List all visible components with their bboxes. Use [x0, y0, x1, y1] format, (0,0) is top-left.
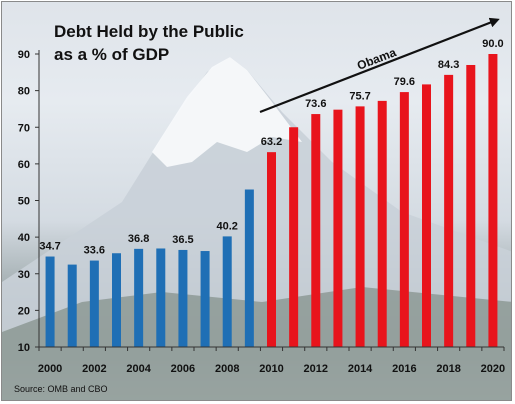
- bar-2019: [466, 64, 476, 348]
- bar-2008: [222, 236, 232, 347]
- bar-2006: [178, 249, 188, 347]
- data-label: 36.8: [128, 233, 149, 245]
- y-tick-label: 40: [18, 232, 30, 244]
- bar-2020: [488, 54, 498, 347]
- bar-2000: [45, 256, 55, 347]
- x-tick-label: 2008: [215, 363, 239, 375]
- y-tick-label: 10: [18, 342, 30, 354]
- y-tick-label: 80: [18, 86, 30, 98]
- source-note: Source: OMB and CBO: [14, 384, 108, 394]
- bar-2018: [444, 74, 454, 347]
- bar-2005: [156, 248, 166, 347]
- x-tick-label: 2016: [392, 363, 416, 375]
- y-tick-label: 70: [18, 122, 30, 134]
- x-tick-label: 2002: [82, 363, 106, 375]
- bar-2014: [355, 106, 365, 347]
- x-tick-label: 2020: [481, 363, 505, 375]
- data-labels: 34.7 33.6 36.8 36.5 40.2 63.2 73.6 75.7 79.6 84.3…: [39, 38, 503, 257]
- bar-2012: [311, 114, 321, 347]
- y-axis-ticks: 10 20 30 40 50 60 70 80 90: [18, 49, 39, 354]
- data-label: 36.5: [172, 234, 193, 246]
- bar-2011: [289, 127, 299, 347]
- bar-2004: [134, 248, 144, 347]
- data-label: 34.7: [39, 241, 60, 253]
- mountain-background: [2, 57, 511, 400]
- data-label: 90.0: [482, 38, 503, 50]
- y-tick-label: 90: [18, 49, 30, 61]
- bar-2015: [377, 100, 387, 347]
- data-label: 40.2: [217, 220, 238, 232]
- data-label: 79.6: [394, 76, 415, 88]
- bar-2009: [244, 189, 254, 347]
- bar-2001: [67, 264, 77, 347]
- data-label: 73.6: [305, 98, 326, 110]
- annotation-obama: Obama: [355, 45, 398, 73]
- y-tick-label: 50: [18, 196, 30, 208]
- bar-2016: [399, 92, 409, 347]
- x-tick-label: 2014: [348, 363, 373, 375]
- x-tick-label: 2010: [259, 363, 283, 375]
- x-tick-label: 2004: [126, 363, 151, 375]
- y-tick-label: 30: [18, 269, 30, 281]
- bar-2003: [112, 253, 121, 347]
- data-label: 63.2: [261, 136, 282, 148]
- y-tick-label: 20: [18, 305, 30, 317]
- bar-2010: [267, 152, 276, 347]
- bar-2017: [422, 84, 431, 348]
- x-tick-label: 2006: [171, 363, 195, 375]
- data-label: 75.7: [349, 90, 370, 102]
- data-label: 33.6: [84, 245, 105, 257]
- y-tick-label: 60: [18, 159, 30, 171]
- bar-series: [45, 54, 498, 348]
- x-tick-label: 2012: [304, 363, 328, 375]
- chart-title-line2: as a % of GDP: [54, 45, 169, 64]
- x-tick-label: 2000: [38, 363, 62, 375]
- chart-title-line1: Debt Held by the Public: [54, 22, 244, 41]
- x-tick-label: 2018: [436, 363, 460, 375]
- bar-2002: [89, 260, 99, 347]
- trend-arrow: [259, 17, 500, 114]
- bar-2013: [333, 109, 343, 347]
- bar-2007: [200, 251, 210, 347]
- debt-chart: Debt Held by the Public as a % of GDP 10…: [2, 17, 511, 400]
- x-axis-ticks: 2000 2002 2004 2006 2008 2010 2012 2014 2016 2018…: [38, 347, 505, 375]
- data-label: 84.3: [438, 59, 459, 71]
